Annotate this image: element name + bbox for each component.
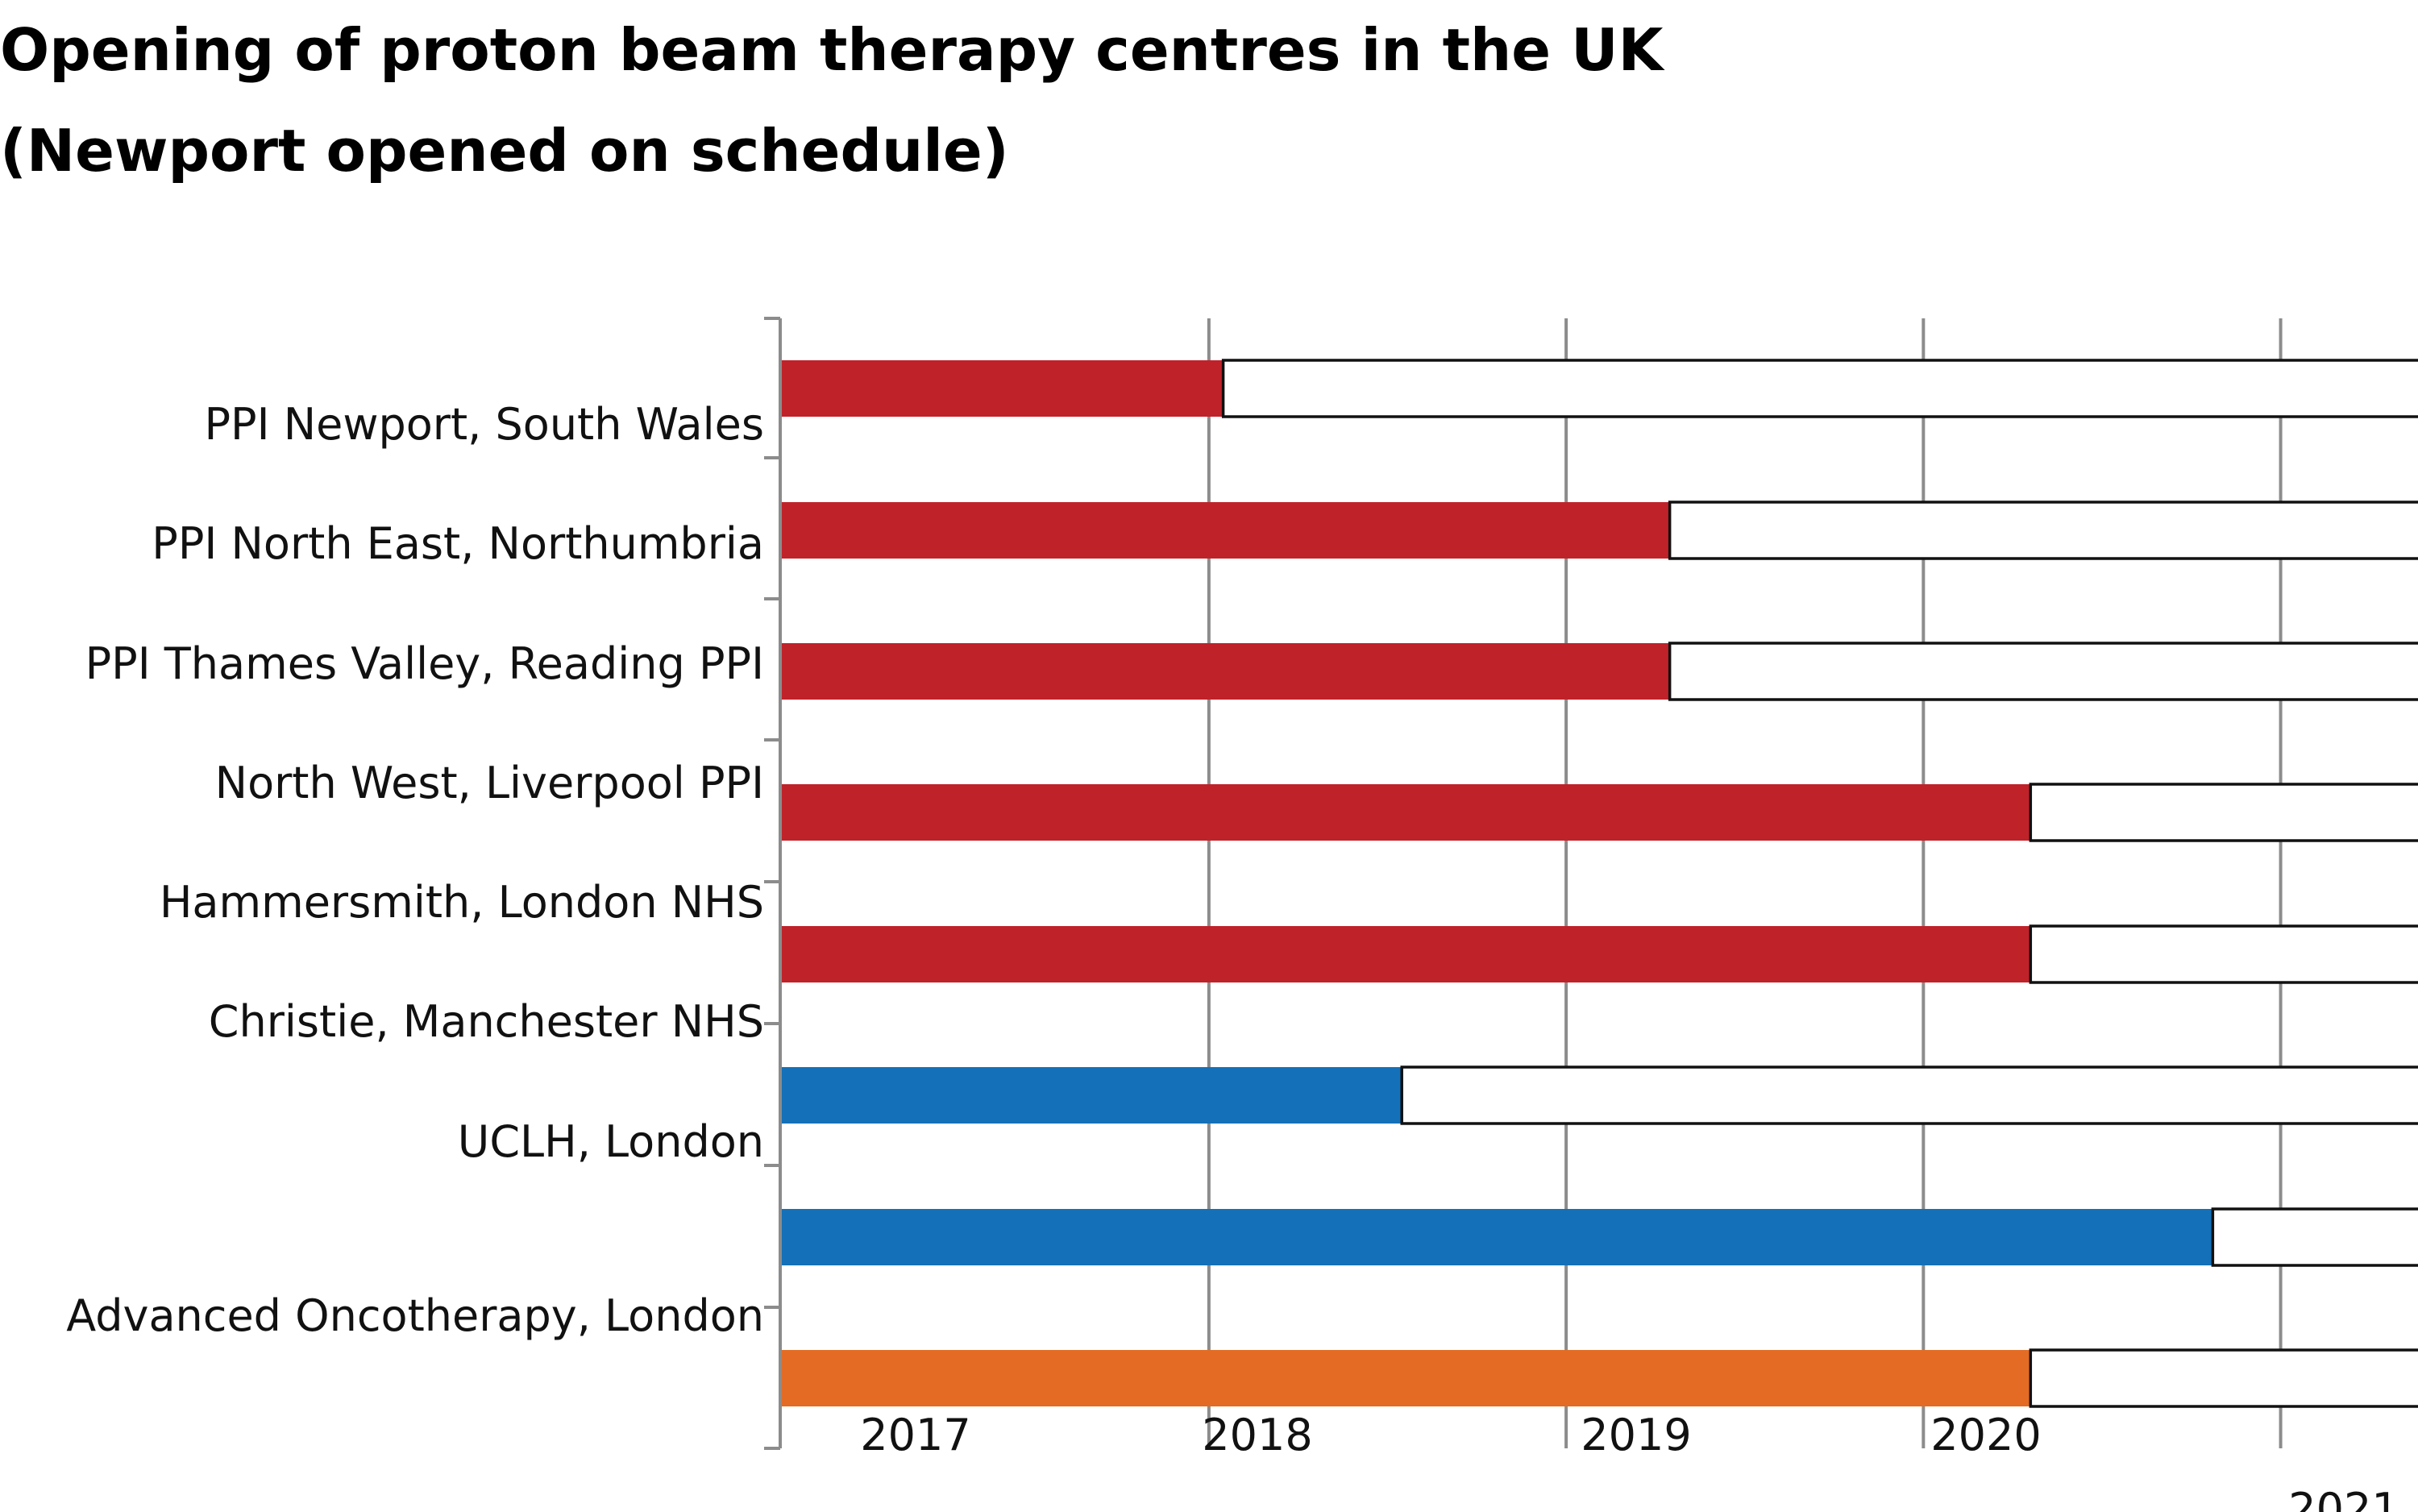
category-label: North West, Liverpool PPI — [215, 758, 764, 808]
chart-title: Opening of proton beam therapy centres i… — [0, 16, 1664, 185]
bars — [780, 359, 2418, 1408]
bar-remaining-1 — [1221, 359, 2418, 418]
category-label: PPI Newport, South Wales — [204, 399, 764, 450]
category-label: UCLH, London — [458, 1116, 764, 1167]
bar-remaining-6 — [1400, 1065, 2418, 1125]
bar-remaining-3 — [1668, 642, 2418, 701]
category-label: PPI Thames Valley, Reading PPI — [85, 638, 764, 689]
bar-filled-6 — [780, 1067, 1402, 1124]
category-label: PPI North East, Northumbria — [152, 518, 764, 569]
category-labels: PPI Newport, South Wales PPI North East, … — [66, 399, 764, 1341]
x-tick-label-2018: 2018 — [1202, 1410, 1312, 1460]
bar-filled-5 — [780, 926, 2031, 982]
bar-remaining-8 — [2029, 1348, 2418, 1408]
x-tick-label-2020: 2020 — [1930, 1410, 2041, 1460]
gridlines — [1207, 318, 2283, 1448]
bar-filled-7 — [780, 1209, 2213, 1265]
x-tick-label-2017: 2017 — [860, 1410, 970, 1460]
bar-filled-2 — [780, 502, 1670, 559]
y-axis — [764, 317, 782, 1450]
bar-filled-4 — [780, 784, 2031, 841]
bar-remaining-2 — [1668, 501, 2418, 560]
x-tick-label-2019: 2019 — [1581, 1410, 1691, 1460]
category-label: Advanced Oncotherapy, London — [66, 1290, 764, 1341]
x-tick-labels: 2017 2018 2019 2020 2021 — [860, 1410, 2399, 1512]
bar-filled-1 — [780, 360, 1224, 417]
bar-remaining-4 — [2029, 783, 2418, 842]
bar-filled-8 — [780, 1350, 2031, 1406]
category-label: Hammersmith, London NHS — [160, 877, 764, 928]
category-label: Christie, Manchester NHS — [209, 996, 764, 1047]
bar-remaining-7 — [2211, 1207, 2418, 1267]
bar-filled-3 — [780, 643, 1670, 700]
x-tick-label-2021: 2021 — [2288, 1484, 2399, 1512]
bar-remaining-5 — [2029, 924, 2418, 984]
